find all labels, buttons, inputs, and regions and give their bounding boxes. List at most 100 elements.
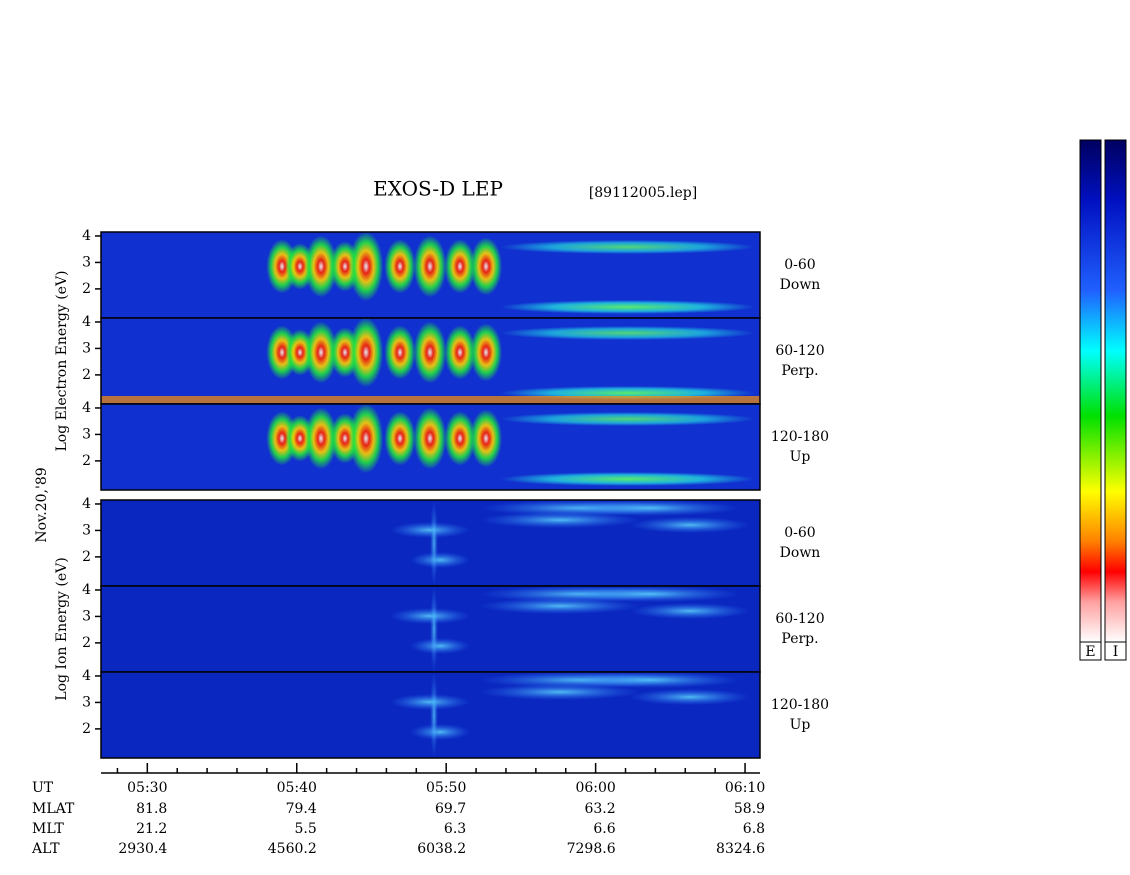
texture	[480, 684, 640, 700]
row-label: ALT	[31, 841, 60, 857]
panel-direction: Perp.	[781, 363, 818, 379]
texture	[410, 724, 470, 740]
panel-direction: Up	[790, 449, 811, 465]
x-tick-label: 05:50	[426, 780, 466, 796]
y-tick-label: 2	[82, 721, 91, 737]
orbit-value: 6.8	[743, 821, 765, 837]
texture	[480, 598, 640, 614]
texture	[384, 325, 416, 380]
panel-range: 120-180	[771, 697, 829, 713]
date-label: Nov.20,'89	[34, 467, 50, 542]
panel-range: 0-60	[784, 257, 815, 273]
y-axis-label: Log Electron Energy (eV)	[54, 270, 70, 451]
texture	[560, 672, 740, 688]
texture	[444, 239, 476, 294]
texture	[630, 517, 750, 533]
orbit-value: 6038.2	[417, 841, 466, 857]
panel-direction: Down	[780, 277, 821, 293]
x-tick-label: 05:30	[127, 780, 167, 796]
x-tick-label: 05:40	[277, 780, 317, 796]
chart-title: EXOS-D LEP	[373, 177, 503, 201]
panel-range: 120-180	[771, 429, 829, 445]
texture	[480, 512, 640, 528]
y-tick-label: 3	[82, 608, 91, 624]
y-tick-label: 2	[82, 635, 91, 651]
texture	[304, 321, 338, 384]
panel-direction: Up	[790, 717, 811, 733]
texture	[430, 586, 438, 672]
texture	[560, 586, 740, 602]
texture	[500, 412, 755, 426]
panel-range: 60-120	[775, 343, 824, 359]
x-tick-label: 06:10	[725, 780, 765, 796]
texture	[500, 326, 755, 340]
texture	[444, 411, 476, 466]
orbit-value: 6.6	[593, 821, 615, 837]
texture	[470, 409, 502, 468]
orbit-value: 4560.2	[268, 841, 317, 857]
texture	[470, 237, 502, 296]
texture	[430, 500, 438, 586]
texture	[384, 239, 416, 294]
panel-frame	[100, 403, 761, 491]
y-tick-label: 4	[82, 582, 91, 598]
orbit-value: 8324.6	[716, 841, 765, 857]
texture	[101, 396, 760, 403]
orbit-value: 6.3	[444, 821, 466, 837]
texture	[630, 603, 750, 619]
y-tick-label: 4	[82, 314, 91, 330]
texture	[500, 240, 755, 254]
texture	[630, 689, 750, 705]
y-tick-label: 4	[82, 228, 91, 244]
orbit-value: 2930.4	[118, 841, 167, 857]
row-label: UT	[32, 780, 54, 796]
texture	[304, 235, 338, 298]
texture	[413, 321, 447, 384]
y-tick-label: 2	[82, 281, 91, 297]
texture	[430, 672, 438, 758]
y-tick-label: 4	[82, 668, 91, 684]
colorbar	[1104, 139, 1127, 643]
orbit-value: 21.2	[136, 821, 167, 837]
y-tick-label: 2	[82, 367, 91, 383]
texture	[348, 403, 384, 474]
colorbar	[1079, 139, 1102, 643]
texture	[444, 325, 476, 380]
texture	[560, 500, 740, 516]
y-tick-label: 4	[82, 400, 91, 416]
texture	[500, 300, 755, 314]
row-label: MLT	[32, 821, 64, 837]
texture	[304, 407, 338, 470]
y-tick-label: 2	[82, 453, 91, 469]
colorbar-label: E	[1085, 644, 1095, 660]
colorbar-label: I	[1113, 644, 1119, 660]
orbit-value: 79.4	[286, 801, 317, 817]
texture	[348, 231, 384, 302]
texture	[410, 638, 470, 654]
y-tick-label: 3	[82, 426, 91, 442]
texture	[413, 407, 447, 470]
y-tick-label: 2	[82, 549, 91, 565]
panel-frame	[100, 671, 761, 759]
texture	[348, 317, 384, 388]
colorbar-label-box	[1104, 641, 1127, 661]
y-tick-label: 3	[82, 340, 91, 356]
texture	[500, 472, 755, 486]
orbit-value: 7298.6	[567, 841, 616, 857]
texture	[384, 411, 416, 466]
row-label: MLAT	[32, 801, 75, 817]
orbit-value: 81.8	[136, 801, 167, 817]
orbit-value: 58.9	[734, 801, 765, 817]
orbit-value: 63.2	[584, 801, 615, 817]
orbit-value: 69.7	[435, 801, 466, 817]
texture	[470, 323, 502, 382]
y-tick-label: 3	[82, 522, 91, 538]
panel-range: 0-60	[784, 525, 815, 541]
orbit-value: 5.5	[294, 821, 316, 837]
y-tick-label: 3	[82, 694, 91, 710]
y-axis-label: Log Ion Energy (eV)	[54, 557, 70, 700]
texture	[413, 235, 447, 298]
texture	[410, 552, 470, 568]
panel-range: 60-120	[775, 611, 824, 627]
